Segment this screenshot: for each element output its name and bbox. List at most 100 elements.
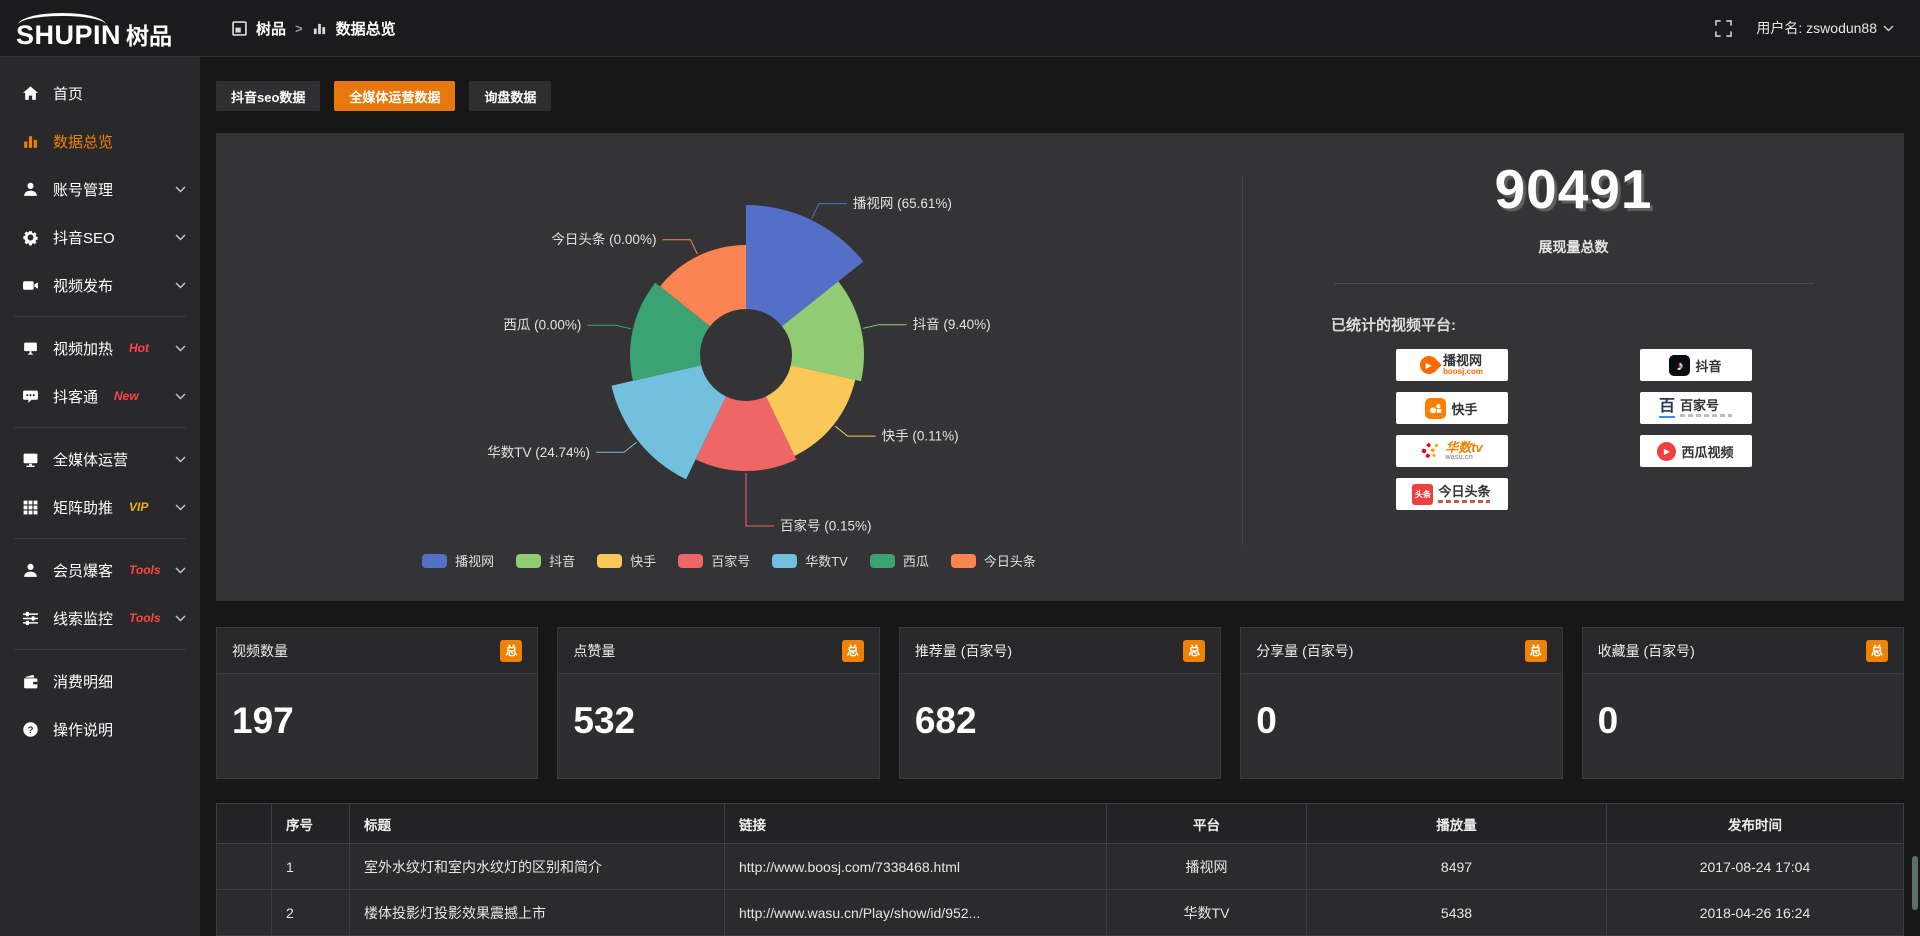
sidebar-item-label: 抖客通 <box>53 388 99 406</box>
wallet-icon <box>20 673 40 690</box>
new-badge: New <box>114 389 139 403</box>
card-value: 532 <box>573 700 636 741</box>
total-badge[interactable]: 总 <box>841 639 864 662</box>
legend-item[interactable]: 播视网 <box>422 551 494 570</box>
platform-name: 抖音 <box>1695 358 1722 374</box>
platforms-label: 已统计的视频平台: <box>1331 317 1456 334</box>
main-content: 抖音seo数据 全媒体运营数据 询盘数据 播视网 (65.61%) 抖音 (9.4… <box>200 57 1920 936</box>
tab-bar: 抖音seo数据 全媒体运营数据 询盘数据 <box>216 81 1904 111</box>
home-icon <box>20 85 40 102</box>
total-impressions-label: 展现量总数 <box>1538 239 1609 255</box>
scrollbar-thumb[interactable] <box>1912 856 1918 910</box>
total-badge[interactable]: 总 <box>1866 639 1889 662</box>
sidebar-item-lead-monitor[interactable]: 线索监控 Tools <box>0 594 200 642</box>
cell-title-link[interactable]: 楼体投影灯投影效果震撼上市 <box>349 889 725 936</box>
tab-omnimedia-data[interactable]: 全媒体运营数据 <box>334 81 456 111</box>
breadcrumb-root[interactable]: 树品 <box>256 20 287 38</box>
sidebar-item-instructions[interactable]: ? 操作说明 <box>0 705 200 753</box>
total-badge[interactable]: 总 <box>1183 639 1206 662</box>
platform-name: 华数tv <box>1445 439 1483 455</box>
column-header-platform: 平台 <box>1106 803 1307 844</box>
stat-card-videos: 视频数量 总 197 <box>216 627 539 779</box>
tab-douyin-seo-data[interactable]: 抖音seo数据 <box>216 81 321 111</box>
sidebar-item-video-publish[interactable]: 视频发布 <box>0 261 200 309</box>
platform-badge-wasu[interactable]: 华数tv wasu.cn <box>1395 435 1508 467</box>
platform-badge-baijiahao[interactable]: 百 百家号 <box>1639 392 1752 424</box>
pie-slice-6[interactable] <box>660 245 746 327</box>
sidebar-item-label: 矩阵助推 <box>53 499 114 517</box>
pie-label-line-3 <box>745 473 774 527</box>
total-badge[interactable]: 总 <box>1524 639 1547 662</box>
legend-item[interactable]: 华数TV <box>772 551 848 570</box>
column-header-title: 标题 <box>349 803 725 844</box>
sidebar-item-member-burst[interactable]: 会员爆客 Tools <box>0 546 200 594</box>
platform-badge-boosj[interactable]: ▶ 播视网 boosj.com <box>1395 349 1508 381</box>
legend-label: 华数TV <box>805 554 848 569</box>
chevron-down-icon <box>175 615 186 622</box>
cell-url-link[interactable]: http://www.boosj.com/7338468.html <box>724 843 1107 890</box>
pie-label-line-4 <box>596 441 637 453</box>
sidebar-item-matrix-boost[interactable]: 矩阵助推 VIP <box>0 483 200 531</box>
legend-swatch <box>772 553 798 568</box>
platform-badge-xigua[interactable]: ▶ 西瓜视频 <box>1639 435 1752 467</box>
fullscreen-icon[interactable] <box>1715 19 1733 37</box>
breadcrumb-separator: > <box>295 20 303 36</box>
tab-inquiry-data[interactable]: 询盘数据 <box>469 81 552 111</box>
user-menu[interactable]: 用户名: zswodun88 <box>1756 18 1894 38</box>
logo-arc-decoration <box>18 12 106 25</box>
total-badge[interactable]: 总 <box>500 639 523 662</box>
legend-item[interactable]: 西瓜 <box>869 551 929 570</box>
cell-platform: 华数TV <box>1106 889 1307 936</box>
toutiao-tagline-decoration <box>1438 500 1491 504</box>
table-header-row: 序号 标题 链接 平台 播放量 发布时间 <box>216 803 1904 844</box>
platform-name: 快手 <box>1451 401 1478 417</box>
cell-time: 2018-04-26 16:24 <box>1606 889 1904 936</box>
sidebar: 首页 数据总览 账号管理 抖音SEO 视频发布 视频加热 Hot <box>0 57 200 936</box>
cell-url-link[interactable]: http://www.wasu.cn/Play/show/id/952... <box>724 889 1107 936</box>
sidebar-divider <box>14 538 186 539</box>
sidebar-item-data-overview[interactable]: 数据总览 <box>0 117 200 165</box>
cell-plays: 5438 <box>1306 889 1607 936</box>
column-header-time: 发布时间 <box>1606 803 1904 844</box>
card-title: 推荐量 (百家号) <box>914 642 1013 659</box>
logo-text-en: SHUPIN <box>16 19 122 50</box>
platform-badge-toutiao[interactable]: 头条 今日头条 <box>1395 478 1508 510</box>
table-row: 2 楼体投影灯投影效果震撼上市 http://www.wasu.cn/Play/… <box>216 889 1904 936</box>
legend-swatch <box>516 553 542 568</box>
sidebar-item-omni-media[interactable]: 全媒体运营 <box>0 435 200 483</box>
nightingale-rose-chart: 播视网 (65.61%) 抖音 (9.40%) 快手 (0.11%) 百家号 (0.1… <box>487 196 990 533</box>
sidebar-item-label: 消费明细 <box>53 673 114 691</box>
sidebar-item-account[interactable]: 账号管理 <box>0 165 200 213</box>
legend-label: 西瓜 <box>902 554 929 569</box>
pie-slice-2[interactable] <box>766 365 856 456</box>
video-camera-icon <box>20 277 40 294</box>
pie-slice-4[interactable] <box>611 365 727 480</box>
user-icon <box>20 181 40 198</box>
sidebar-item-label: 全媒体运营 <box>53 451 129 469</box>
pie-slice-1[interactable] <box>782 281 864 382</box>
sidebar-item-spend-details[interactable]: 消费明细 <box>0 657 200 705</box>
card-value: 682 <box>914 700 977 741</box>
legend-item[interactable]: 抖音 <box>516 551 575 570</box>
platform-subtext: wasu.cn <box>1445 454 1473 462</box>
question-circle-icon: ? <box>20 721 40 738</box>
pie-slice-3[interactable] <box>695 396 797 471</box>
sidebar-item-video-heat[interactable]: 视频加热 Hot <box>0 324 200 372</box>
cell-no: 2 <box>271 889 350 936</box>
pie-slice-0[interactable] <box>746 205 864 327</box>
sidebar-divider <box>14 427 186 428</box>
sidebar-item-home[interactable]: 首页 <box>0 69 200 117</box>
legend-item[interactable]: 百家号 <box>678 551 750 570</box>
pie-slice-5[interactable] <box>629 282 710 381</box>
pie-label-line-6 <box>662 239 698 255</box>
sidebar-item-douyin-seo[interactable]: 抖音SEO <box>0 213 200 261</box>
platform-badge-douyin[interactable]: ♪ 抖音 <box>1639 349 1752 381</box>
chevron-down-icon <box>175 282 186 289</box>
legend-item[interactable]: 今日头条 <box>950 551 1036 570</box>
pie-label-4: 华数TV (24.74%) <box>487 445 590 460</box>
sidebar-item-doketong[interactable]: 抖客通 New <box>0 372 200 420</box>
legend-item[interactable]: 快手 <box>597 551 656 570</box>
card-title: 分享量 (百家号) <box>1256 642 1354 659</box>
platform-badge-kuaishou[interactable]: 快手 <box>1395 392 1508 424</box>
cell-title-link[interactable]: 室外水纹灯和室内水纹灯的区别和简介 <box>349 843 725 890</box>
